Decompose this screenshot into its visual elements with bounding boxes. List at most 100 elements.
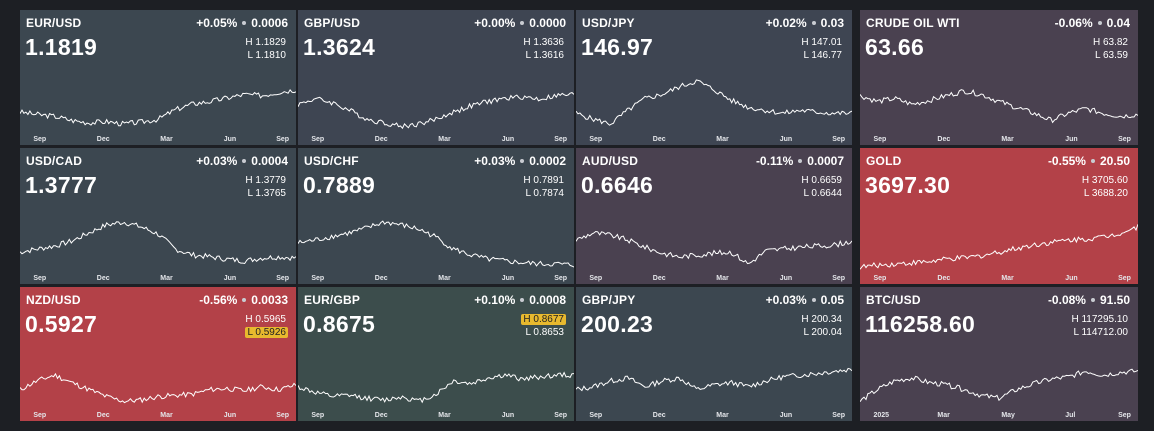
tile-crude-oil-wti[interactable]: CRUDE OIL WTI -0.06% 0.04 63.66 H 63.82 L 63.… xyxy=(860,10,1138,145)
axis-label: Mar xyxy=(937,412,950,419)
price-line xyxy=(576,230,852,265)
separator-dot-icon xyxy=(242,298,247,302)
axis-label: Mar xyxy=(438,136,451,143)
change-readout: -0.08% 91.50 xyxy=(1048,293,1130,307)
symbol-label: USD/CHF xyxy=(304,154,359,168)
axis-label: Sep xyxy=(554,136,568,143)
axis-label: Jun xyxy=(1065,136,1078,143)
high-low: H 63.82 L 63.59 xyxy=(1091,36,1130,62)
change-readout: -0.55% 20.50 xyxy=(1048,154,1130,168)
axis-label: Sep xyxy=(33,412,47,419)
change-absolute: 0.0008 xyxy=(529,293,566,307)
change-absolute: 0.05 xyxy=(820,293,844,307)
axis-label: Jul xyxy=(1065,412,1076,419)
change-percent: +0.03% xyxy=(765,293,807,307)
axis-label: 2025 xyxy=(873,412,890,419)
change-absolute: 0.0000 xyxy=(529,16,566,30)
symbol-label: AUD/USD xyxy=(582,154,639,168)
axis-label: Mar xyxy=(1001,275,1014,282)
high-value: H 117295.10 xyxy=(1071,314,1128,325)
high-low: H 1.3636 L 1.3616 xyxy=(521,36,566,62)
axis-label: Sep xyxy=(589,136,603,143)
price-line xyxy=(860,88,1138,124)
high-low: H 0.7891 L 0.7874 xyxy=(521,174,566,200)
change-absolute: 0.0006 xyxy=(251,16,288,30)
price-chart xyxy=(20,221,296,265)
price-line xyxy=(576,367,852,392)
axis-label: Sep xyxy=(33,136,47,143)
price: 0.5927 xyxy=(25,311,98,337)
axis-label: Mar xyxy=(160,136,173,143)
high-low: H 1.3779 L 1.3765 xyxy=(243,174,288,200)
tile-gbp-jpy[interactable]: GBP/JPY +0.03% 0.05 200.23 H 200.34 L 200.04 S… xyxy=(576,287,852,421)
tile-btc-usd[interactable]: BTC/USD -0.08% 91.50 116258.60 H 117295.10 L … xyxy=(860,287,1138,421)
price-line xyxy=(298,371,574,404)
axis-label: Sep xyxy=(311,275,325,282)
price: 0.8675 xyxy=(303,311,376,337)
symbol-label: NZD/USD xyxy=(26,293,81,307)
symbol-label: GOLD xyxy=(866,154,902,168)
price-chart xyxy=(20,372,296,404)
low-value: L 1.1810 xyxy=(247,50,286,61)
tile-usd-cad[interactable]: USD/CAD +0.03% 0.0004 1.3777 H 1.3779 L 1.376… xyxy=(20,148,296,284)
separator-dot-icon xyxy=(811,21,816,25)
low-value: L 0.7874 xyxy=(525,188,564,199)
high-low: H 117295.10 L 114712.00 xyxy=(1069,313,1130,339)
tile-gold[interactable]: GOLD -0.55% 20.50 3697.30 H 3705.60 L 3688.20… xyxy=(860,148,1138,284)
change-percent: -0.11% xyxy=(755,154,794,168)
change-absolute: 0.0002 xyxy=(529,154,566,168)
axis-label: Jun xyxy=(779,275,793,282)
axis-label: Sep xyxy=(554,275,568,282)
axis-label: Sep xyxy=(873,275,887,282)
change-absolute: 0.0033 xyxy=(251,293,288,307)
change-readout: +0.03% 0.05 xyxy=(766,293,844,307)
low-value: L 0.5926 xyxy=(245,327,288,338)
axis-label: Dec xyxy=(96,275,110,282)
price-line xyxy=(298,220,574,268)
tile-usd-chf[interactable]: USD/CHF +0.03% 0.0002 0.7889 H 0.7891 L 0.787… xyxy=(298,148,574,284)
price: 1.1819 xyxy=(25,34,98,60)
high-low: H 0.6659 L 0.6644 xyxy=(799,174,844,200)
symbol-label: CRUDE OIL WTI xyxy=(866,16,960,30)
separator-dot-icon xyxy=(242,159,247,163)
high-low: H 1.1829 L 1.1810 xyxy=(243,36,288,62)
price: 3697.30 xyxy=(865,172,951,198)
axis-label: Dec xyxy=(374,412,388,419)
axis-label: Jun xyxy=(1065,275,1078,282)
change-percent: -0.55% xyxy=(1047,154,1086,168)
axis-label: Jun xyxy=(223,275,237,282)
price-chart xyxy=(576,79,852,126)
axis-label: Sep xyxy=(276,275,290,282)
change-readout: +0.02% 0.03 xyxy=(766,16,844,30)
tile-gbp-usd[interactable]: GBP/USD +0.00% 0.0000 1.3624 H 1.3636 L 1.361… xyxy=(298,10,574,145)
change-readout: -0.11% 0.0007 xyxy=(756,154,844,168)
tile-eur-usd[interactable]: EUR/USD +0.05% 0.0006 1.1819 H 1.1829 L 1.181… xyxy=(20,10,296,145)
change-readout: -0.06% 0.04 xyxy=(1055,16,1130,30)
axis-label: Sep xyxy=(1118,136,1131,143)
axis-label: Mar xyxy=(438,275,451,282)
tile-aud-usd[interactable]: AUD/USD -0.11% 0.0007 0.6646 H 0.6659 L 0.664… xyxy=(576,148,852,284)
high-low: H 3705.60 L 3688.20 xyxy=(1080,174,1130,200)
low-value: L 1.3616 xyxy=(525,50,564,61)
low-value: L 114712.00 xyxy=(1073,327,1129,338)
tile-nzd-usd[interactable]: NZD/USD -0.56% 0.0033 0.5927 H 0.5965 L 0.592… xyxy=(20,287,296,421)
change-percent: -0.06% xyxy=(1054,16,1093,30)
axis-label: Sep xyxy=(589,275,603,282)
change-readout: +0.05% 0.0006 xyxy=(196,16,288,30)
change-percent: +0.03% xyxy=(196,154,238,168)
separator-dot-icon xyxy=(798,159,803,163)
price: 1.3624 xyxy=(303,34,376,60)
axis-label: Sep xyxy=(832,275,846,282)
tile-usd-jpy[interactable]: USD/JPY +0.02% 0.03 146.97 H 147.01 L 146.77 S… xyxy=(576,10,852,145)
high-low: H 0.5965 L 0.5926 xyxy=(243,313,288,339)
axis-label: May xyxy=(1001,412,1015,419)
separator-dot-icon xyxy=(520,159,525,163)
change-readout: +0.10% 0.0008 xyxy=(474,293,566,307)
axis-label: Dec xyxy=(652,136,666,143)
axis-label: Sep xyxy=(554,412,568,419)
price-line xyxy=(860,224,1138,270)
axis-label: Jun xyxy=(501,412,515,419)
tile-eur-gbp[interactable]: EUR/GBP +0.10% 0.0008 0.8675 H 0.8677 L 0.865… xyxy=(298,287,574,421)
change-absolute: 20.50 xyxy=(1099,154,1130,168)
axis-label: Sep xyxy=(832,412,846,419)
